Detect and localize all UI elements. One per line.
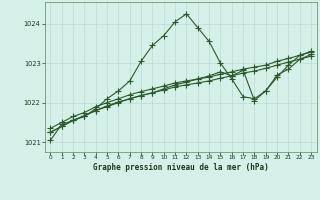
- X-axis label: Graphe pression niveau de la mer (hPa): Graphe pression niveau de la mer (hPa): [93, 163, 269, 172]
